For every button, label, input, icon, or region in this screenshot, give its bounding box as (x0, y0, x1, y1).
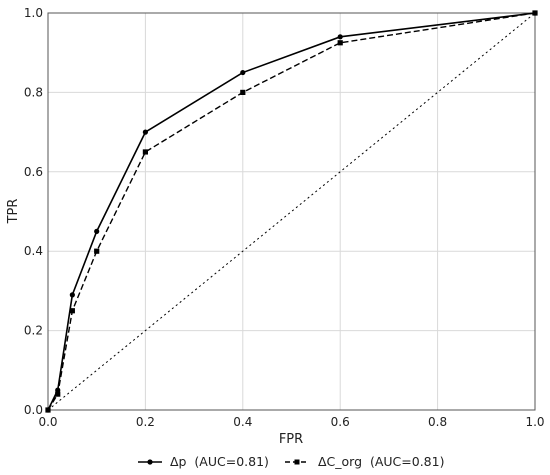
series-line (47, 12, 536, 411)
reference-diagonal (47, 12, 536, 411)
y-tick-label: 0.4 (24, 244, 43, 258)
x-tick-label: 0.8 (428, 415, 447, 429)
x-axis-title: FPR (279, 432, 303, 447)
data-point (142, 149, 148, 155)
series-line (47, 12, 536, 411)
grid-lines (47, 12, 536, 411)
y-tick-labels: 0.0 0.2 0.4 0.6 0.8 1.0 (24, 6, 43, 417)
x-tick-label: 0.0 (38, 415, 57, 429)
y-tick-label: 0.8 (24, 85, 43, 99)
legend-label-dc-org: ΔC_org (AUC=0.81) (318, 454, 444, 469)
legend: Δp (AUC=0.81) ΔC_org (AUC=0.81) (138, 454, 444, 469)
data-point (337, 40, 343, 46)
x-tick-label: 0.6 (331, 415, 350, 429)
x-tick-labels: 0.0 0.2 0.4 0.6 0.8 1.0 (38, 415, 544, 429)
data-point (240, 69, 246, 76)
data-point (240, 89, 246, 95)
data-point (55, 391, 61, 397)
data-point (69, 308, 75, 314)
series-layer (45, 10, 538, 413)
data-point (45, 407, 51, 413)
data-point (94, 228, 100, 234)
data-point (337, 34, 343, 40)
data-point (142, 129, 148, 135)
x-tick-label: 1.0 (525, 415, 544, 429)
legend-label-dp: Δp (AUC=0.81) (170, 454, 269, 469)
legend-marker-dp (147, 459, 153, 465)
legend-item-dc-org: ΔC_org (AUC=0.81) (285, 454, 444, 469)
legend-marker-dc-org (294, 459, 300, 465)
data-point (69, 292, 75, 298)
y-tick-label: 0.6 (24, 165, 43, 179)
series-1 (45, 10, 538, 413)
data-point (94, 248, 100, 254)
y-tick-label: 1.0 (24, 6, 43, 20)
legend-item-dp: Δp (AUC=0.81) (138, 454, 269, 469)
data-point (532, 10, 538, 16)
x-tick-label: 0.4 (233, 415, 252, 429)
reference-line (47, 12, 536, 411)
y-axis-title: TPR (6, 199, 21, 225)
y-tick-label: 0.2 (24, 324, 43, 338)
x-tick-label: 0.2 (136, 415, 155, 429)
y-tick-label: 0.0 (24, 403, 43, 417)
plot-frame (47, 12, 536, 411)
